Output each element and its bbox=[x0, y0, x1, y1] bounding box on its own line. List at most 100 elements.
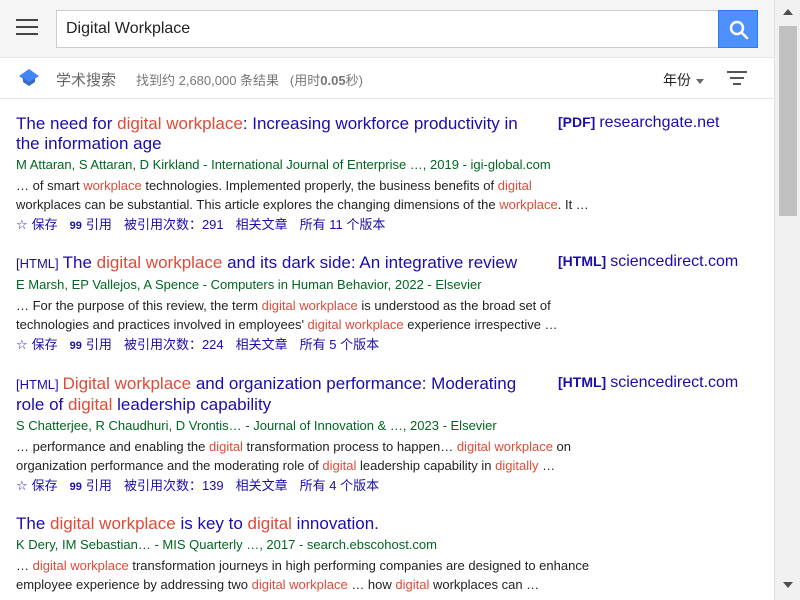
result-authors: E Marsh, EP Vallejos, A Spence - Compute… bbox=[16, 277, 482, 292]
result-authors: K Dery, IM Sebastian… - MIS Quarterly …,… bbox=[16, 537, 437, 552]
result-snippet: … of smart workplace technologies. Imple… bbox=[16, 176, 596, 214]
text-fragment: The need for bbox=[16, 114, 118, 133]
cited-by-link-label: 被引用次数：291 bbox=[123, 217, 224, 232]
year-filter-dropdown[interactable]: 年份 bbox=[663, 70, 704, 90]
related-articles-link[interactable]: 相关文章 bbox=[236, 337, 288, 352]
cite-button-label: 引用 bbox=[85, 337, 112, 352]
all-versions-link-label: 所有 4 个版本 bbox=[299, 478, 380, 493]
fulltext-source: researchgate.net bbox=[599, 114, 720, 131]
cited-by-link[interactable]: 被引用次数：224 bbox=[124, 337, 224, 352]
scroll-thumb[interactable] bbox=[779, 26, 797, 216]
brand-label: 学术搜索 bbox=[56, 72, 117, 89]
result-item: [HTML] Digital workplace and organization… bbox=[16, 374, 756, 496]
result-title-link[interactable]: [HTML] Digital workplace and organization… bbox=[16, 374, 546, 415]
text-fragment: … of smart bbox=[16, 178, 84, 193]
text-fragment: leadership capability in bbox=[356, 458, 496, 473]
result-title-link[interactable]: The need for digital workplace: Increasi… bbox=[16, 114, 546, 154]
text-fragment: workplaces can … bbox=[429, 577, 540, 592]
save-button[interactable]: ☆ 保存 bbox=[16, 337, 58, 352]
cite-button[interactable]: 99 引用 bbox=[70, 337, 112, 352]
text-fragment: experience irrespective … bbox=[403, 317, 558, 332]
all-versions-link[interactable]: 所有 5 个版本 bbox=[300, 337, 379, 352]
result-actions: ☆ 保存 99 引用 被引用次数：291 相关文章 所有 11 个版本 bbox=[16, 216, 756, 235]
text-fragment: and its dark side: An integrative review bbox=[222, 253, 518, 272]
fulltext-link[interactable]: [PDF] researchgate.net bbox=[558, 114, 719, 132]
text-fragment: … bbox=[538, 458, 556, 473]
cited-by-link-label: 被引用次数：139 bbox=[123, 478, 224, 493]
search-box[interactable] bbox=[56, 10, 719, 48]
search-input[interactable] bbox=[57, 11, 719, 47]
text-fragment: … how bbox=[347, 577, 396, 592]
text-fragment: . It … bbox=[557, 197, 589, 212]
highlight-term: digitally bbox=[495, 458, 539, 473]
fulltext-type: [PDF] bbox=[558, 114, 596, 130]
text-fragment: innovation. bbox=[291, 514, 379, 533]
scroll-down-arrow-icon[interactable] bbox=[783, 582, 793, 588]
cite-button[interactable]: 99 引用 bbox=[70, 217, 112, 232]
save-button[interactable]: ☆ 保存 bbox=[16, 478, 58, 493]
cite-button[interactable]: 99 引用 bbox=[70, 478, 112, 493]
scroll-up-arrow-icon[interactable] bbox=[783, 9, 793, 15]
result-authors: M Attaran, S Attaran, D Kirkland - Inter… bbox=[16, 157, 551, 172]
highlight-term: digital bbox=[208, 439, 243, 454]
highlight-term: digital bbox=[322, 458, 357, 473]
fulltext-type: [HTML] bbox=[558, 374, 607, 390]
result-format-tag: [HTML] bbox=[16, 377, 59, 392]
related-articles-link[interactable]: 相关文章 bbox=[236, 217, 288, 232]
result-title-link[interactable]: The digital workplace is key to digital … bbox=[16, 514, 546, 534]
highlight-term: digital bbox=[247, 514, 292, 533]
cite-button-label: 引用 bbox=[85, 478, 112, 493]
all-versions-link[interactable]: 所有 11 个版本 bbox=[300, 217, 386, 232]
result-format-tag: [HTML] bbox=[16, 256, 59, 271]
result-authors: S Chatterjee, R Chaudhuri, D Vrontis… - … bbox=[16, 418, 497, 433]
stats-time-value: 0.05 bbox=[320, 73, 346, 88]
year-filter-label: 年份 bbox=[663, 72, 691, 88]
highlight-term: digital workplace bbox=[117, 114, 243, 133]
text-fragment: leadership capability bbox=[112, 395, 272, 414]
result-title-link[interactable]: [HTML] The digital workplace and its dark… bbox=[16, 253, 546, 274]
fulltext-link[interactable]: [HTML] sciencedirect.com bbox=[558, 253, 738, 271]
quote-icon: 99 bbox=[69, 340, 82, 352]
fulltext-link[interactable]: [HTML] sciencedirect.com bbox=[558, 374, 738, 392]
highlight-term: digital workplace bbox=[456, 439, 553, 454]
result-item: The digital workplace is key to digital … bbox=[16, 514, 756, 594]
text-fragment: transformation process to happen… bbox=[242, 439, 457, 454]
result-item: [HTML] The digital workplace and its dark… bbox=[16, 253, 756, 355]
results-stats: 找到约 2,680,000 条结果 (用时0.05秒) bbox=[136, 70, 363, 89]
cited-by-link[interactable]: 被引用次数：139 bbox=[124, 478, 224, 493]
save-button-label: 保存 bbox=[31, 217, 58, 232]
highlight-term: digital workplace bbox=[261, 298, 358, 313]
highlight-term: workplace bbox=[499, 197, 558, 212]
result-snippet: … performance and enabling the digital t… bbox=[16, 437, 596, 475]
star-icon: ☆ bbox=[16, 217, 28, 232]
stats-count: 找到约 2,680,000 条结果 bbox=[136, 73, 280, 88]
save-button[interactable]: ☆ 保存 bbox=[16, 217, 58, 232]
all-versions-link[interactable]: 所有 4 个版本 bbox=[300, 478, 379, 493]
text-fragment: is key to bbox=[175, 514, 248, 533]
star-icon: ☆ bbox=[16, 337, 28, 352]
highlight-term: digital bbox=[67, 395, 113, 414]
search-header bbox=[0, 0, 774, 58]
text-fragment: on organization performance and the mode… bbox=[16, 439, 572, 473]
scholar-logo-icon[interactable] bbox=[19, 69, 39, 87]
highlight-term: digital workplace bbox=[96, 253, 223, 272]
text-fragment: The bbox=[62, 253, 97, 272]
stats-time-suffix: 秒) bbox=[345, 73, 363, 88]
highlight-term: workplace bbox=[83, 178, 142, 193]
related-articles-link[interactable]: 相关文章 bbox=[236, 478, 288, 493]
related-articles-link-label: 相关文章 bbox=[235, 337, 288, 352]
save-button-label: 保存 bbox=[31, 337, 58, 352]
results-info-bar: 学术搜索 找到约 2,680,000 条结果 (用时0.05秒) 年份 bbox=[0, 59, 774, 99]
sort-icon[interactable] bbox=[727, 71, 747, 85]
search-button[interactable] bbox=[718, 10, 758, 48]
related-articles-link-label: 相关文章 bbox=[235, 217, 288, 232]
text-fragment: workplaces can be substantial. This arti… bbox=[16, 197, 500, 212]
star-icon: ☆ bbox=[16, 478, 28, 493]
cited-by-link[interactable]: 被引用次数：291 bbox=[124, 217, 224, 232]
menu-icon[interactable] bbox=[16, 19, 38, 37]
scrollbar[interactable] bbox=[774, 0, 800, 600]
save-button-label: 保存 bbox=[31, 478, 58, 493]
result-actions: ☆ 保存 99 引用 被引用次数：139 相关文章 所有 4 个版本 bbox=[16, 477, 756, 496]
related-articles-link-label: 相关文章 bbox=[235, 478, 288, 493]
all-versions-link-label: 所有 11 个版本 bbox=[299, 217, 386, 232]
